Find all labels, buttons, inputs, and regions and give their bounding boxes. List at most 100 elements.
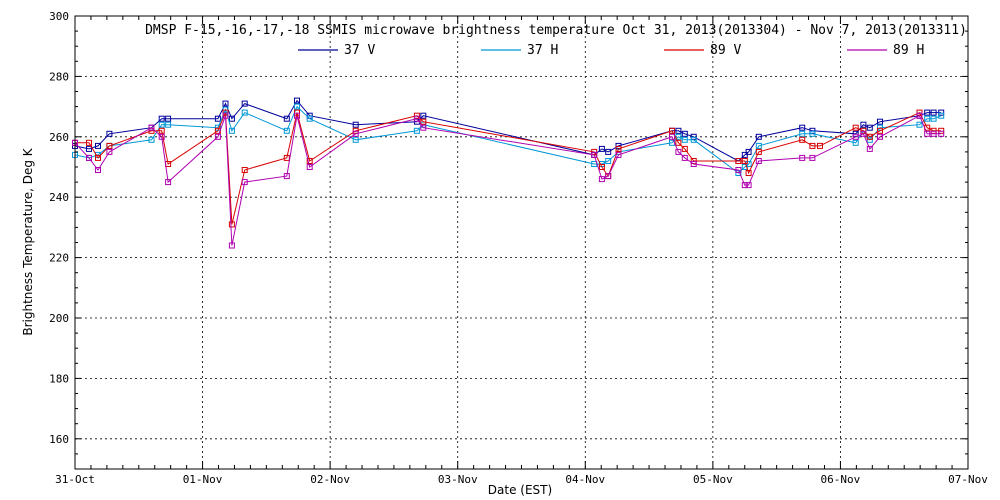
data-point xyxy=(283,115,290,122)
data-point xyxy=(799,136,806,143)
series-line xyxy=(74,99,942,162)
data-point xyxy=(598,145,605,152)
data-point xyxy=(605,158,612,164)
x-tick-label: 05-Nov xyxy=(693,473,733,486)
data-point xyxy=(228,242,235,249)
data-point xyxy=(930,115,937,122)
data-point xyxy=(352,136,359,143)
data-point xyxy=(420,112,427,119)
data-point xyxy=(877,127,883,134)
data-point xyxy=(938,130,945,137)
y-tick-label: 280 xyxy=(49,70,69,83)
data-point xyxy=(866,124,873,131)
data-point xyxy=(681,154,688,161)
data-point xyxy=(916,112,923,119)
data-point xyxy=(755,158,762,164)
data-point xyxy=(675,139,682,146)
x-tick-label: 04-Nov xyxy=(565,473,605,486)
data-point xyxy=(866,145,873,152)
x-tick-label: 02-Nov xyxy=(310,473,350,486)
data-point xyxy=(165,115,172,122)
data-point xyxy=(877,118,883,125)
data-point xyxy=(158,121,165,128)
legend-label: 37 H xyxy=(527,43,558,58)
y-tick-label: 240 xyxy=(49,191,69,204)
chart-title: DMSP F-15,-16,-17,-18 SSMIS microwave br… xyxy=(145,23,967,38)
data-point xyxy=(241,179,248,186)
data-point xyxy=(95,142,101,149)
x-tick-label: 01-Nov xyxy=(183,473,223,486)
data-point xyxy=(690,136,697,143)
data-point xyxy=(916,121,923,128)
series-layer xyxy=(72,97,945,249)
axes: 160 180 200 220 240 260 280 300 31-Oct 01-Nov 02-N… xyxy=(49,10,988,486)
x-tick-label: 07-Nov xyxy=(948,473,988,486)
legend-label: 37 V xyxy=(344,43,375,58)
data-point xyxy=(214,115,221,122)
data-point xyxy=(755,142,762,149)
data-point xyxy=(413,127,420,134)
data-point xyxy=(866,133,873,140)
data-point xyxy=(877,124,883,131)
data-point xyxy=(294,109,300,116)
data-point xyxy=(809,154,816,161)
legend: 37 V 37 H 89 V 89 H xyxy=(298,43,924,58)
data-point xyxy=(214,133,221,140)
data-point xyxy=(615,145,622,152)
x-axis-label: Date (EST) xyxy=(488,483,552,497)
data-point xyxy=(222,100,229,107)
data-point xyxy=(755,133,762,140)
data-point xyxy=(605,148,612,155)
data-point xyxy=(924,130,931,137)
data-point xyxy=(938,109,945,116)
data-point xyxy=(860,130,867,137)
data-point xyxy=(681,130,688,137)
data-point xyxy=(352,121,359,128)
data-point xyxy=(799,124,806,131)
data-point xyxy=(930,130,937,137)
data-point xyxy=(283,127,290,134)
y-tick-label: 200 xyxy=(49,312,69,325)
data-point xyxy=(420,118,427,125)
data-point xyxy=(228,115,235,122)
data-point xyxy=(222,112,229,119)
data-point xyxy=(294,97,300,104)
data-point xyxy=(690,161,697,167)
data-point xyxy=(352,130,359,137)
data-point xyxy=(817,142,823,149)
x-tick-label: 06-Nov xyxy=(821,473,861,486)
legend-label: 89 V xyxy=(710,43,741,58)
data-point xyxy=(877,133,883,140)
data-point xyxy=(615,151,622,158)
data-point xyxy=(799,130,806,137)
data-point xyxy=(669,133,675,140)
data-point xyxy=(306,164,313,170)
data-point xyxy=(675,133,682,140)
y-tick-label: 300 xyxy=(49,10,69,23)
data-point xyxy=(681,136,688,143)
x-tick-label: 31-Oct xyxy=(55,473,95,486)
data-point xyxy=(675,148,682,155)
data-point xyxy=(860,121,867,128)
data-point xyxy=(158,127,165,134)
data-point xyxy=(735,167,742,173)
legend-label: 89 H xyxy=(893,43,924,58)
data-point xyxy=(598,164,605,170)
data-point xyxy=(745,170,752,176)
y-tick-label: 260 xyxy=(49,131,69,144)
data-point xyxy=(809,142,816,149)
data-point xyxy=(222,109,229,116)
data-point xyxy=(86,139,92,146)
series-line xyxy=(75,111,942,225)
data-point xyxy=(241,167,248,173)
data-point xyxy=(916,109,923,116)
y-tick-label: 160 xyxy=(49,433,69,446)
y-axis-label: Brightness Temperature, Deg K xyxy=(21,147,35,335)
x-tick-label: 03-Nov xyxy=(438,473,478,486)
data-point xyxy=(598,176,605,183)
data-point xyxy=(165,121,172,128)
data-point xyxy=(669,127,675,134)
data-point xyxy=(106,148,113,155)
data-point xyxy=(852,124,859,131)
